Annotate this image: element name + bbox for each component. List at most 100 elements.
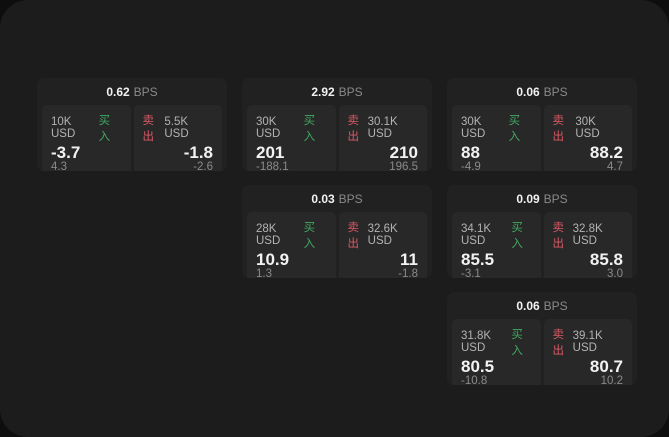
buy-tile[interactable]: 34.1K USD 买入 85.5 -3.1 [452,212,541,278]
bps-value: 0.06 [516,298,540,313]
sell-tile[interactable]: 卖出 30.1K USD 210 196.5 [338,105,427,171]
buy-tile[interactable]: 28K USD 买入 10.9 1.3 [247,212,336,278]
sell-size: 32.8K USD [572,223,603,247]
bps-value: 0.06 [516,84,540,99]
sell-label: 卖出 [552,329,565,357]
buy-price: 80.5 [461,357,495,376]
buy-label: 买入 [511,329,523,357]
sell-price: 88.2 [589,143,623,162]
buy-size: 28K USD [256,223,281,247]
bps-value: 0.03 [311,191,335,206]
buy-label: 买入 [303,115,316,143]
buy-delta: -3.1 [461,268,481,278]
sell-tile[interactable]: 卖出 32.6K USD 11 -1.8 [338,212,427,278]
sell-label: 卖出 [347,115,360,143]
bps-unit-label: BPS [338,84,363,99]
sell-size: 5.5K USD [164,116,189,140]
buy-tile-top: 31.8K USD 买入 [461,326,532,358]
sell-delta: 3.0 [607,268,623,278]
buy-label: 买入 [303,222,316,250]
sell-price: -1.8 [183,143,213,162]
buy-size: 10K USD [51,116,76,140]
quote-cells: 10K USD 买入 -3.7 4.3 卖出 5.5K USD -1.8 -2.… [37,105,227,171]
sell-label: 卖出 [142,115,155,143]
buy-delta: -188.1 [256,161,289,171]
buy-tile-top: 34.1K USD 买入 [461,219,532,251]
buy-delta: -4.9 [461,161,481,171]
card-header: 0.06 BPS [447,78,637,105]
sell-label: 卖出 [552,115,565,143]
sell-delta: -1.8 [398,268,418,278]
bps-value: 2.92 [311,84,335,99]
bps-unit-label: BPS [543,191,568,206]
quote-card: 0.62 BPS 10K USD 买入 -3.7 4.3 卖出 5.5K USD [37,78,227,171]
sell-tile-top: 卖出 32.6K USD [348,219,419,251]
quote-cells: 31.8K USD 买入 80.5 -10.8 卖出 39.1K USD 80.… [447,319,637,385]
buy-price: 85.5 [461,250,495,269]
sell-tile[interactable]: 卖出 30K USD 88.2 4.7 [543,105,632,171]
buy-price: 88 [461,143,480,162]
sell-delta: -2.6 [193,161,213,171]
buy-delta: 1.3 [256,268,272,278]
buy-size: 30K USD [256,116,281,140]
sell-delta: 196.5 [389,161,418,171]
sell-size: 30K USD [575,116,600,140]
quote-card: 0.03 BPS 28K USD 买入 10.9 1.3 卖出 32.6K US… [242,185,432,278]
quote-cells: 30K USD 买入 201 -188.1 卖出 30.1K USD 210 1… [242,105,432,171]
buy-delta: 4.3 [51,161,67,171]
bps-unit-label: BPS [133,84,158,99]
sell-size: 30.1K USD [367,116,398,140]
card-header: 0.09 BPS [447,185,637,212]
buy-tile[interactable]: 30K USD 买入 88 -4.9 [452,105,541,171]
sell-tile[interactable]: 卖出 39.1K USD 80.7 10.2 [543,319,632,385]
sell-tile-top: 卖出 30.1K USD [348,112,419,144]
buy-tile[interactable]: 30K USD 买入 201 -188.1 [247,105,336,171]
bps-value: 0.62 [106,84,130,99]
sell-tile-top: 卖出 32.8K USD [553,219,624,251]
bps-value: 0.09 [516,191,540,206]
buy-tile-top: 10K USD 买入 [51,112,122,144]
quote-cells: 34.1K USD 买入 85.5 -3.1 卖出 32.8K USD 85.8… [447,212,637,278]
quote-card: 2.92 BPS 30K USD 买入 201 -188.1 卖出 30.1K … [242,78,432,171]
buy-price: -3.7 [51,143,81,162]
sell-tile-top: 卖出 30K USD [553,112,624,144]
buy-size: 31.8K USD [461,330,492,354]
sell-size: 32.6K USD [367,223,398,247]
sell-label: 卖出 [552,222,565,250]
buy-tile-top: 30K USD 买入 [256,112,327,144]
bps-unit-label: BPS [338,191,363,206]
buy-tile[interactable]: 31.8K USD 买入 80.5 -10.8 [452,319,541,385]
buy-size: 34.1K USD [461,223,492,247]
sell-tile-top: 卖出 39.1K USD [553,326,624,358]
quote-cells: 30K USD 买入 88 -4.9 卖出 30K USD 88.2 4.7 [447,105,637,171]
quote-card: 0.06 BPS 31.8K USD 买入 80.5 -10.8 卖出 39.1… [447,292,637,385]
buy-delta: -10.8 [461,375,488,385]
sell-size: 39.1K USD [572,330,603,354]
buy-tile[interactable]: 10K USD 买入 -3.7 4.3 [42,105,131,171]
sell-delta: 4.7 [607,161,623,171]
sell-tile-top: 卖出 5.5K USD [143,112,214,144]
bps-unit-label: BPS [543,298,568,313]
buy-size: 30K USD [461,116,486,140]
buy-price: 10.9 [256,250,290,269]
quote-card: 0.09 BPS 34.1K USD 买入 85.5 -3.1 卖出 32.8K… [447,185,637,278]
sell-price: 210 [389,143,418,162]
buy-label: 买入 [511,222,523,250]
bps-unit-label: BPS [543,84,568,99]
quote-grid: 0.62 BPS 10K USD 买入 -3.7 4.3 卖出 5.5K USD [37,78,637,385]
card-header: 2.92 BPS [242,78,432,105]
card-header: 0.06 BPS [447,292,637,319]
card-header: 0.62 BPS [37,78,227,105]
buy-price: 201 [256,143,285,162]
sell-tile[interactable]: 卖出 5.5K USD -1.8 -2.6 [133,105,222,171]
buy-label: 买入 [98,115,111,143]
buy-label: 买入 [508,115,521,143]
sell-price: 11 [400,250,418,269]
quote-card: 0.06 BPS 30K USD 买入 88 -4.9 卖出 30K USD [447,78,637,171]
buy-tile-top: 28K USD 买入 [256,219,327,251]
quote-cells: 28K USD 买入 10.9 1.3 卖出 32.6K USD 11 -1.8 [242,212,432,278]
sell-label: 卖出 [347,222,360,250]
sell-delta: 10.2 [600,375,623,385]
sell-tile[interactable]: 卖出 32.8K USD 85.8 3.0 [543,212,632,278]
